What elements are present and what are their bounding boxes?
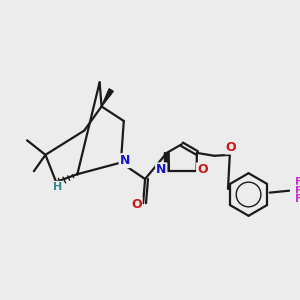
- Text: F: F: [295, 186, 300, 196]
- Text: N: N: [120, 154, 130, 167]
- Text: O: O: [131, 198, 142, 211]
- Text: H: H: [53, 182, 63, 192]
- Text: F: F: [295, 177, 300, 187]
- Text: O: O: [225, 141, 236, 154]
- Text: F: F: [295, 194, 300, 204]
- Polygon shape: [101, 89, 113, 106]
- Text: O: O: [197, 164, 208, 176]
- Text: N: N: [156, 164, 166, 176]
